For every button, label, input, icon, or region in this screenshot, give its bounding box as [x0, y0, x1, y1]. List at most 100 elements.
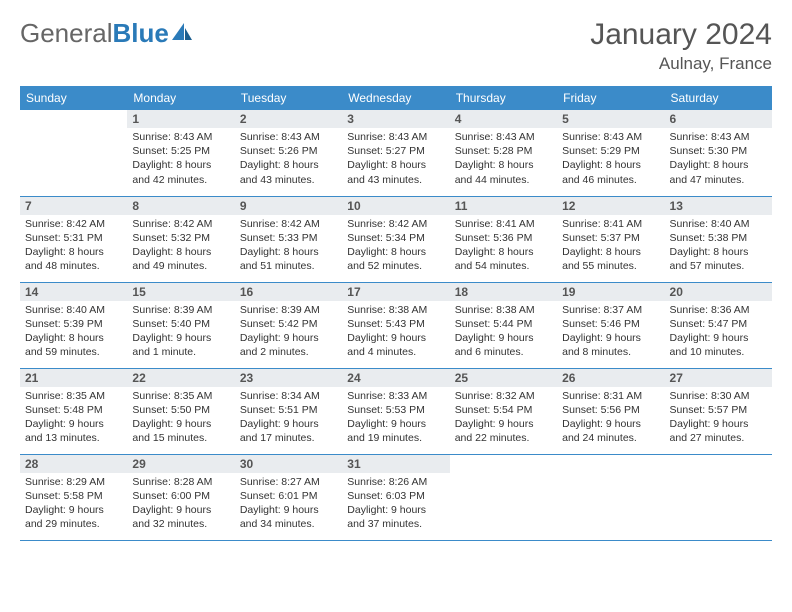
day-number: 12	[557, 197, 664, 215]
day-details: Sunrise: 8:35 AMSunset: 5:50 PMDaylight:…	[127, 387, 234, 450]
sunset-line: Sunset: 5:53 PM	[347, 403, 444, 417]
calendar-day-cell: 11Sunrise: 8:41 AMSunset: 5:36 PMDayligh…	[450, 196, 557, 282]
month-title: January 2024	[590, 18, 772, 52]
day-details: Sunrise: 8:35 AMSunset: 5:48 PMDaylight:…	[20, 387, 127, 450]
daylight-line-1: Daylight: 9 hours	[347, 417, 444, 431]
calendar-day-cell: 30Sunrise: 8:27 AMSunset: 6:01 PMDayligh…	[235, 454, 342, 540]
calendar-day-cell: 2Sunrise: 8:43 AMSunset: 5:26 PMDaylight…	[235, 110, 342, 196]
calendar-day-cell: 10Sunrise: 8:42 AMSunset: 5:34 PMDayligh…	[342, 196, 449, 282]
daylight-line-1: Daylight: 8 hours	[25, 245, 122, 259]
sunset-line: Sunset: 5:48 PM	[25, 403, 122, 417]
daylight-line-2: and 24 minutes.	[562, 431, 659, 445]
daylight-line-1: Daylight: 8 hours	[132, 245, 229, 259]
day-details: Sunrise: 8:26 AMSunset: 6:03 PMDaylight:…	[342, 473, 449, 536]
day-number: 23	[235, 369, 342, 387]
day-number-empty	[450, 455, 557, 473]
day-number: 7	[20, 197, 127, 215]
sunset-line: Sunset: 5:42 PM	[240, 317, 337, 331]
day-details: Sunrise: 8:42 AMSunset: 5:33 PMDaylight:…	[235, 215, 342, 278]
day-details: Sunrise: 8:30 AMSunset: 5:57 PMDaylight:…	[665, 387, 772, 450]
day-details: Sunrise: 8:43 AMSunset: 5:27 PMDaylight:…	[342, 128, 449, 191]
calendar-day-cell: 15Sunrise: 8:39 AMSunset: 5:40 PMDayligh…	[127, 282, 234, 368]
daylight-line-1: Daylight: 8 hours	[562, 245, 659, 259]
calendar-week-row: 1Sunrise: 8:43 AMSunset: 5:25 PMDaylight…	[20, 110, 772, 196]
day-number: 13	[665, 197, 772, 215]
daylight-line-2: and 29 minutes.	[25, 517, 122, 531]
daylight-line-1: Daylight: 8 hours	[240, 245, 337, 259]
daylight-line-1: Daylight: 9 hours	[240, 503, 337, 517]
day-details: Sunrise: 8:43 AMSunset: 5:28 PMDaylight:…	[450, 128, 557, 191]
sunset-line: Sunset: 5:30 PM	[670, 144, 767, 158]
sunrise-line: Sunrise: 8:42 AM	[347, 217, 444, 231]
sunrise-line: Sunrise: 8:40 AM	[25, 303, 122, 317]
day-details: Sunrise: 8:42 AMSunset: 5:34 PMDaylight:…	[342, 215, 449, 278]
day-number: 15	[127, 283, 234, 301]
daylight-line-2: and 4 minutes.	[347, 345, 444, 359]
calendar-day-cell: 12Sunrise: 8:41 AMSunset: 5:37 PMDayligh…	[557, 196, 664, 282]
daylight-line-2: and 46 minutes.	[562, 173, 659, 187]
sunset-line: Sunset: 5:31 PM	[25, 231, 122, 245]
daylight-line-2: and 43 minutes.	[240, 173, 337, 187]
sunrise-line: Sunrise: 8:26 AM	[347, 475, 444, 489]
sunset-line: Sunset: 5:51 PM	[240, 403, 337, 417]
day-number: 19	[557, 283, 664, 301]
day-number: 3	[342, 110, 449, 128]
sunrise-line: Sunrise: 8:43 AM	[132, 130, 229, 144]
daylight-line-1: Daylight: 9 hours	[25, 417, 122, 431]
location-label: Aulnay, France	[590, 54, 772, 74]
sunrise-line: Sunrise: 8:43 AM	[455, 130, 552, 144]
calendar-day-cell: 8Sunrise: 8:42 AMSunset: 5:32 PMDaylight…	[127, 196, 234, 282]
day-number: 6	[665, 110, 772, 128]
daylight-line-2: and 37 minutes.	[347, 517, 444, 531]
calendar-day-cell: 18Sunrise: 8:38 AMSunset: 5:44 PMDayligh…	[450, 282, 557, 368]
day-details: Sunrise: 8:42 AMSunset: 5:31 PMDaylight:…	[20, 215, 127, 278]
calendar-day-cell: 31Sunrise: 8:26 AMSunset: 6:03 PMDayligh…	[342, 454, 449, 540]
calendar-day-cell: 5Sunrise: 8:43 AMSunset: 5:29 PMDaylight…	[557, 110, 664, 196]
sunrise-line: Sunrise: 8:36 AM	[670, 303, 767, 317]
sunset-line: Sunset: 5:43 PM	[347, 317, 444, 331]
sunrise-line: Sunrise: 8:40 AM	[670, 217, 767, 231]
sunset-line: Sunset: 5:32 PM	[132, 231, 229, 245]
daylight-line-1: Daylight: 9 hours	[132, 503, 229, 517]
sunrise-line: Sunrise: 8:31 AM	[562, 389, 659, 403]
calendar-day-cell: 13Sunrise: 8:40 AMSunset: 5:38 PMDayligh…	[665, 196, 772, 282]
sunset-line: Sunset: 5:44 PM	[455, 317, 552, 331]
sunset-line: Sunset: 5:40 PM	[132, 317, 229, 331]
sunset-line: Sunset: 5:28 PM	[455, 144, 552, 158]
calendar-day-cell: 3Sunrise: 8:43 AMSunset: 5:27 PMDaylight…	[342, 110, 449, 196]
calendar-day-cell: 14Sunrise: 8:40 AMSunset: 5:39 PMDayligh…	[20, 282, 127, 368]
daylight-line-2: and 15 minutes.	[132, 431, 229, 445]
daylight-line-2: and 57 minutes.	[670, 259, 767, 273]
day-details: Sunrise: 8:39 AMSunset: 5:42 PMDaylight:…	[235, 301, 342, 364]
sunrise-line: Sunrise: 8:38 AM	[347, 303, 444, 317]
calendar-day-cell: 25Sunrise: 8:32 AMSunset: 5:54 PMDayligh…	[450, 368, 557, 454]
daylight-line-1: Daylight: 9 hours	[562, 331, 659, 345]
logo-text-2: Blue	[113, 18, 169, 49]
sunrise-line: Sunrise: 8:35 AM	[132, 389, 229, 403]
day-details: Sunrise: 8:31 AMSunset: 5:56 PMDaylight:…	[557, 387, 664, 450]
day-details: Sunrise: 8:41 AMSunset: 5:37 PMDaylight:…	[557, 215, 664, 278]
daylight-line-1: Daylight: 9 hours	[455, 331, 552, 345]
sunrise-line: Sunrise: 8:42 AM	[240, 217, 337, 231]
calendar-day-cell: 19Sunrise: 8:37 AMSunset: 5:46 PMDayligh…	[557, 282, 664, 368]
daylight-line-2: and 54 minutes.	[455, 259, 552, 273]
calendar-day-cell: 23Sunrise: 8:34 AMSunset: 5:51 PMDayligh…	[235, 368, 342, 454]
calendar-day-cell: 1Sunrise: 8:43 AMSunset: 5:25 PMDaylight…	[127, 110, 234, 196]
daylight-line-2: and 2 minutes.	[240, 345, 337, 359]
sunrise-line: Sunrise: 8:42 AM	[132, 217, 229, 231]
daylight-line-1: Daylight: 8 hours	[132, 158, 229, 172]
sunrise-line: Sunrise: 8:41 AM	[562, 217, 659, 231]
sunrise-line: Sunrise: 8:35 AM	[25, 389, 122, 403]
daylight-line-2: and 43 minutes.	[347, 173, 444, 187]
day-number: 5	[557, 110, 664, 128]
day-number: 20	[665, 283, 772, 301]
sunset-line: Sunset: 5:37 PM	[562, 231, 659, 245]
daylight-line-1: Daylight: 9 hours	[240, 417, 337, 431]
calendar-day-cell: 17Sunrise: 8:38 AMSunset: 5:43 PMDayligh…	[342, 282, 449, 368]
day-details: Sunrise: 8:34 AMSunset: 5:51 PMDaylight:…	[235, 387, 342, 450]
day-number: 1	[127, 110, 234, 128]
weekday-header: Monday	[127, 86, 234, 110]
daylight-line-1: Daylight: 9 hours	[562, 417, 659, 431]
day-details: Sunrise: 8:29 AMSunset: 5:58 PMDaylight:…	[20, 473, 127, 536]
calendar-table: Sunday Monday Tuesday Wednesday Thursday…	[20, 86, 772, 541]
